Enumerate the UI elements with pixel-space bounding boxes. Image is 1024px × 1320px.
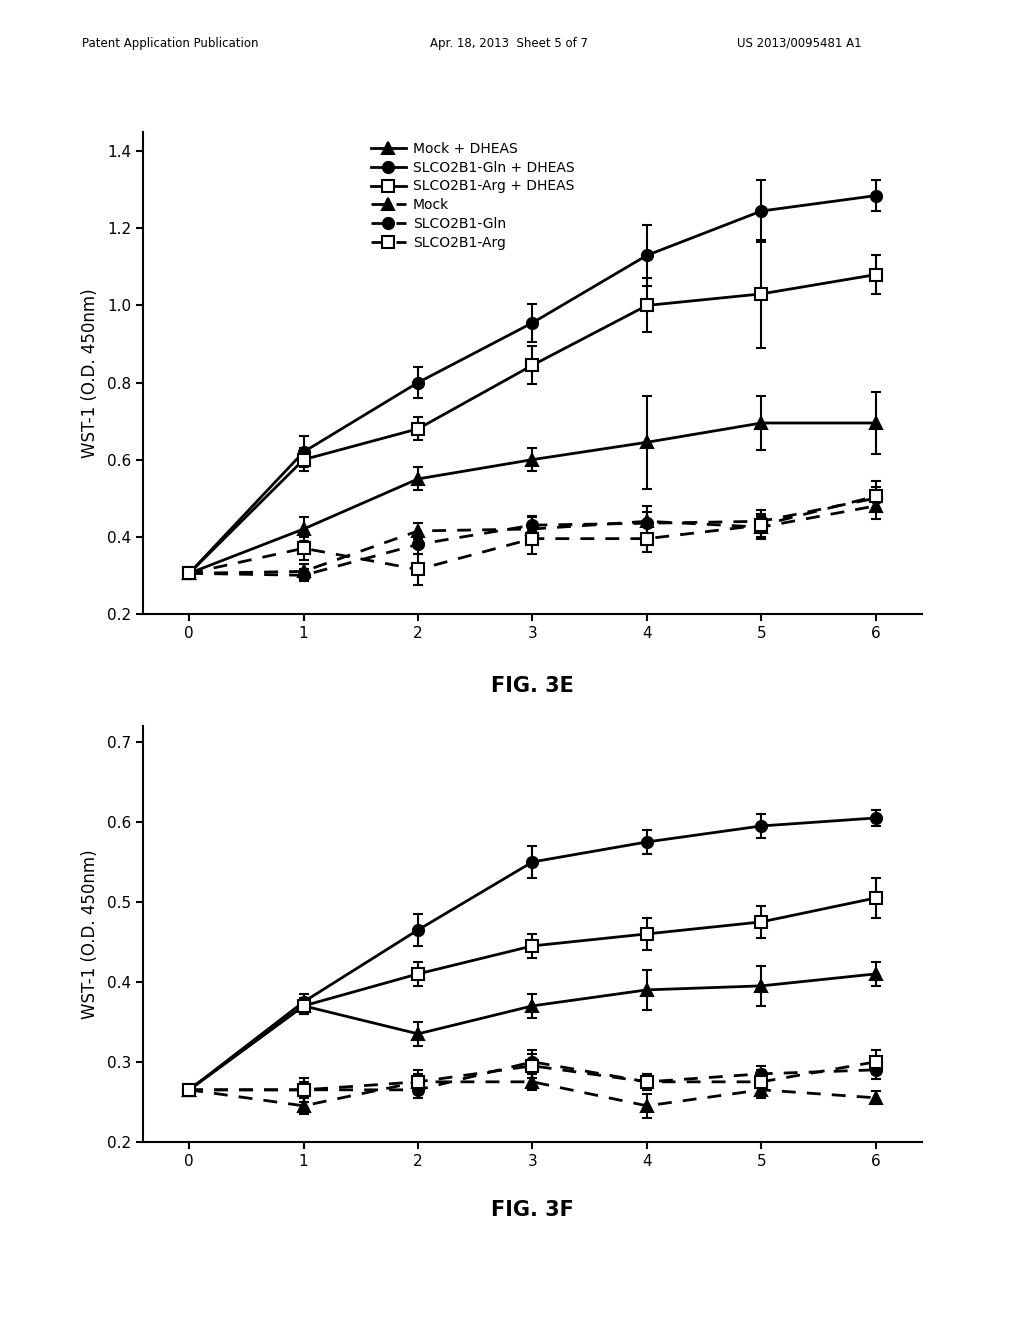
Y-axis label: WST-1 (O.D. 450nm): WST-1 (O.D. 450nm) [81,288,99,458]
Text: FIG. 3F: FIG. 3F [492,1200,573,1220]
Text: Apr. 18, 2013  Sheet 5 of 7: Apr. 18, 2013 Sheet 5 of 7 [430,37,588,50]
Text: FIG. 3E: FIG. 3E [492,676,573,697]
Text: US 2013/0095481 A1: US 2013/0095481 A1 [737,37,862,50]
Y-axis label: WST-1 (O.D. 450nm): WST-1 (O.D. 450nm) [81,849,99,1019]
Legend: Mock + DHEAS, SLCO2B1-Gln + DHEAS, SLCO2B1-Arg + DHEAS, Mock, SLCO2B1-Gln, SLCO2: Mock + DHEAS, SLCO2B1-Gln + DHEAS, SLCO2… [369,139,578,253]
Text: Patent Application Publication: Patent Application Publication [82,37,258,50]
